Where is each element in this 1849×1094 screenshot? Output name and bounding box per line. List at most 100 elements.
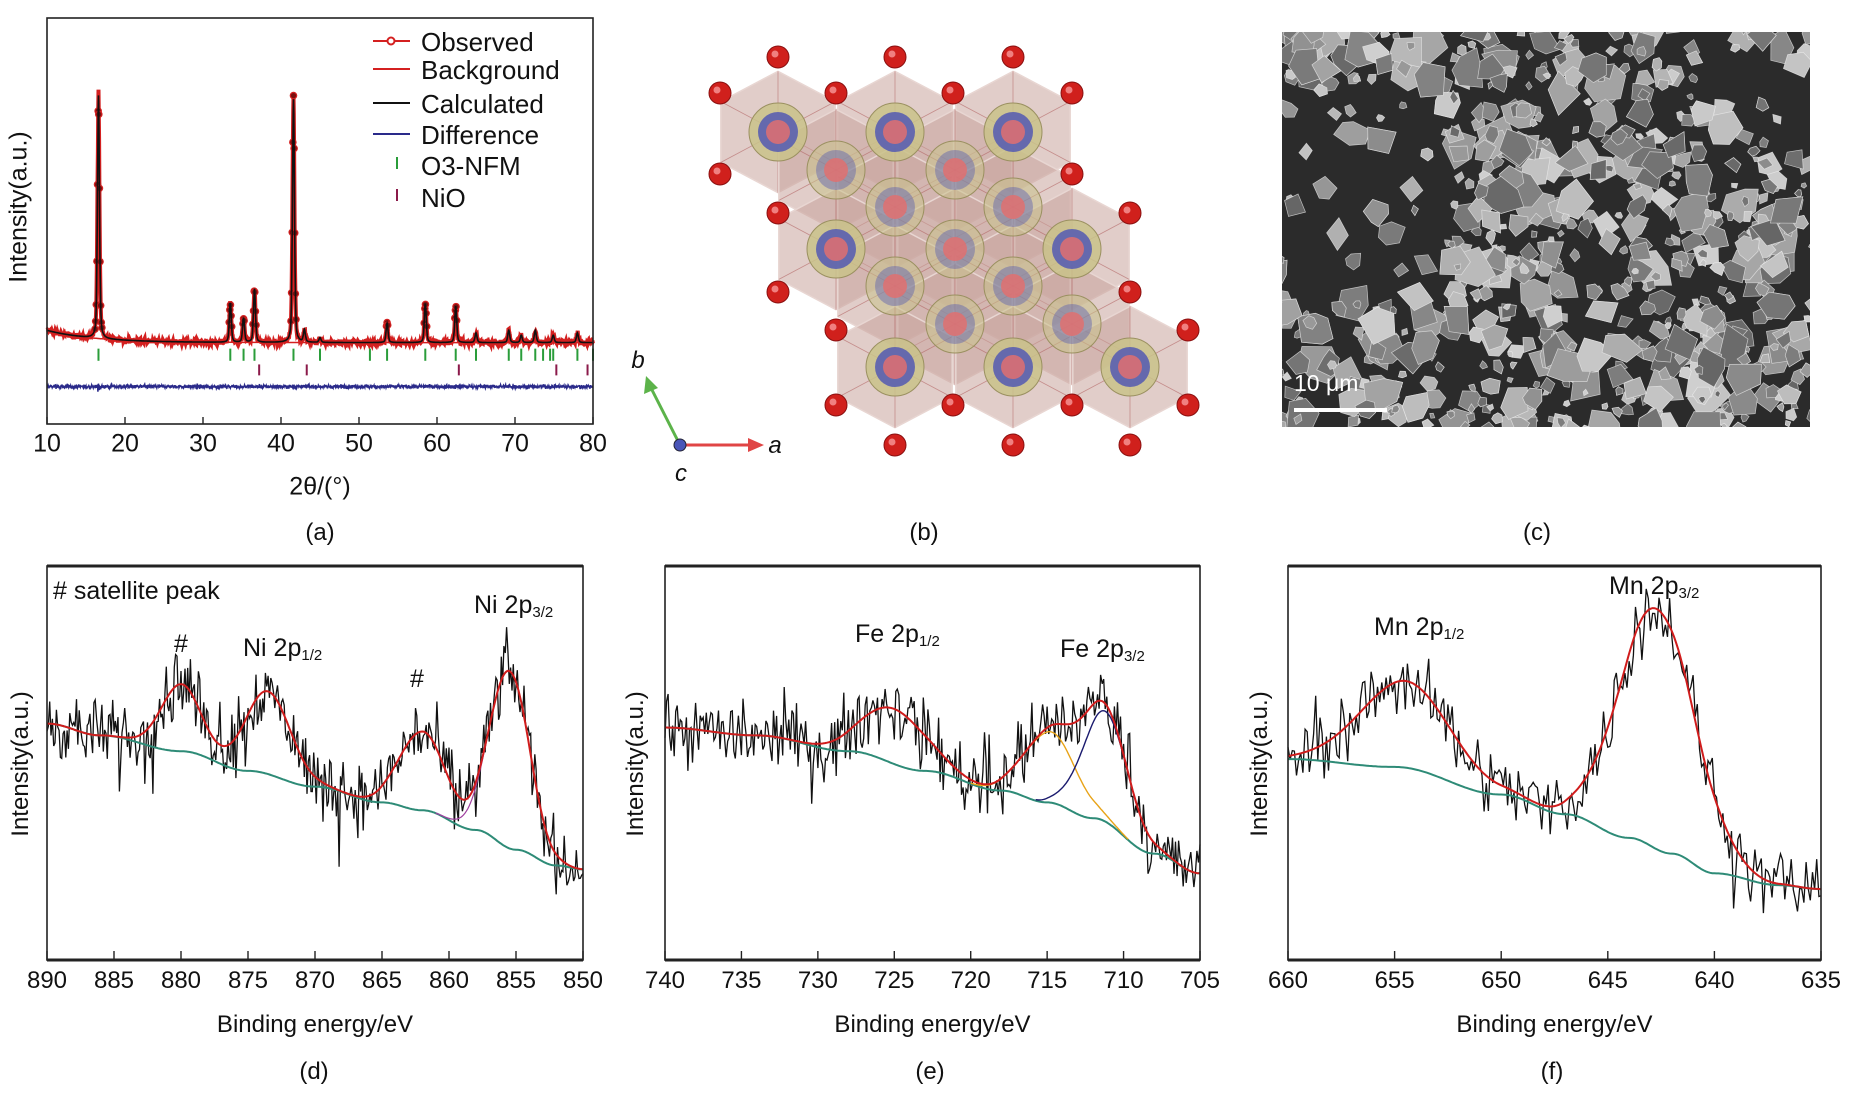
oxygen-atom [766,45,790,69]
particle [1481,101,1500,122]
particle [1776,402,1785,413]
legend-observed-marker [386,36,396,46]
particle [1522,387,1543,411]
particle [1632,182,1642,191]
particle [1367,126,1397,154]
particle [1469,288,1483,301]
particle [1413,254,1439,276]
particle [1529,32,1562,55]
particle [1799,362,1810,378]
x-tick-label: 890 [26,967,68,994]
particle [1639,300,1657,316]
particle [1490,154,1505,170]
oxygen-highlight [1006,50,1014,58]
oxygen-highlight [1123,206,1131,214]
particle [1615,386,1624,396]
particle [1756,291,1796,320]
particle [1664,237,1675,247]
particle [1721,402,1729,411]
particle [1366,73,1377,85]
particle [1723,291,1734,301]
particle [1657,79,1670,91]
particle [1509,361,1518,370]
particle [1736,352,1752,366]
particle [1726,211,1735,221]
particle [1529,118,1538,128]
oxygen-highlight [771,206,779,214]
axis-label-c: c [675,460,687,487]
particle [1509,416,1531,427]
particle [1650,271,1661,282]
particle [1439,245,1471,276]
particle [1685,50,1704,66]
particle [1312,175,1338,200]
particle [1519,262,1530,275]
particle [1747,145,1761,157]
particle [1582,424,1591,427]
particle [1566,341,1578,352]
panel-label-d: (d) [299,1058,329,1085]
particle [1598,228,1621,256]
particle [1525,49,1535,61]
particle [1326,216,1349,252]
particle [1326,360,1337,370]
particle [1631,267,1639,275]
particle [1681,114,1696,127]
axis-b-arrowhead [644,376,658,394]
particle [1620,211,1650,243]
particle [1457,44,1467,56]
particle [1582,388,1589,397]
particle [1391,404,1400,414]
particle [1577,52,1607,84]
particle [1664,323,1699,361]
oxygen-atom [1001,45,1025,69]
particle [1741,32,1746,36]
oxygen-highlight [1065,86,1073,94]
x-tick-label: 650 [1481,967,1522,994]
particle [1284,385,1302,401]
particle [1569,248,1581,263]
particle [1561,213,1570,223]
particle [1776,384,1802,405]
particle [1556,229,1565,238]
particle [1519,278,1553,312]
particle [1553,289,1563,298]
particle [1743,211,1753,223]
particle [1619,403,1634,416]
particle [1782,51,1810,78]
particle [1411,204,1419,217]
axis-c-origin [673,438,687,452]
legend-calculated: Calculated [421,89,544,119]
particle [1671,171,1682,180]
oxygen-atom [1118,280,1142,304]
metal-site-core [883,355,907,379]
scale-bar-label: 10 μm [1294,370,1359,396]
metal-site-core [1118,355,1142,379]
metal-site-core [766,120,790,144]
oxygen-atom [766,201,790,225]
oxygen-highlight [1065,398,1073,406]
particle [1741,195,1749,208]
particle [1648,186,1679,211]
particle [1515,102,1532,119]
particle [1664,322,1672,330]
particle [1725,363,1762,396]
particle [1522,337,1537,353]
metal-site-core [943,158,967,182]
particle [1588,121,1607,138]
oxygen-atom [1176,393,1200,417]
x-tick-label: 60 [423,429,451,458]
particle [1691,386,1712,406]
particle [1540,241,1564,269]
particle [1720,259,1746,284]
legend-o3-nfm: O3-NFM [421,151,521,181]
calculated-series [46,95,593,344]
particle [1420,147,1434,162]
particle [1699,304,1726,330]
particle [1589,159,1607,180]
particle [1658,366,1672,381]
fit-envelope-series [47,669,584,871]
x-tick-label: 710 [1103,967,1144,994]
particle [1626,176,1635,184]
